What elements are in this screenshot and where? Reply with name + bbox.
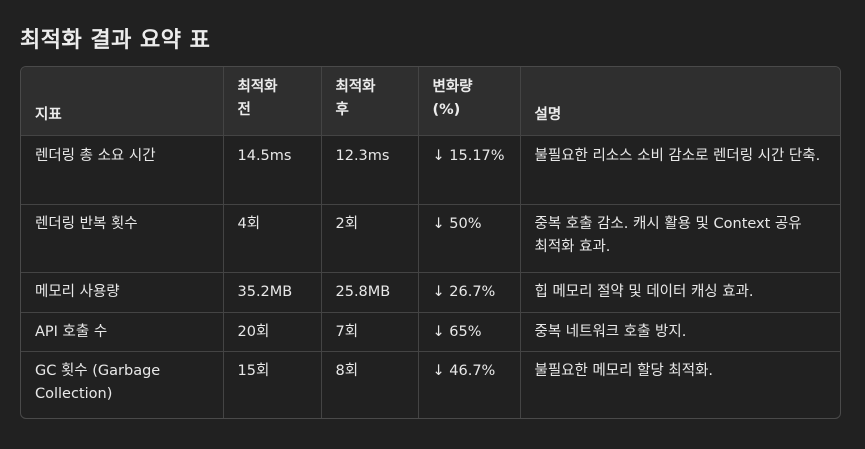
cell-metric: 렌더링 총 소요 시간	[21, 135, 224, 205]
cell-description: 불필요한 메모리 할당 최적화.	[534, 362, 714, 379]
table-row: 렌더링 반복 횟수 4회 2회 ↓ 50% 중복 호출 감소. 캐시 활용 및 …	[21, 204, 840, 273]
cell-change: ↓ 46.7%	[418, 351, 521, 418]
cell-after: 7회	[321, 312, 419, 352]
header-before: 최적화 전	[223, 67, 322, 136]
cell-description: 불필요한 리소스 소비 감소로 렌더링 시간 단축.	[520, 135, 840, 205]
table-row: API 호출 수 20회 7회 ↓ 65% 중복 네트워크 호출 방지.	[21, 312, 840, 352]
cell-after: 25.8MB	[321, 272, 419, 313]
header-description: 설명	[520, 67, 840, 136]
header-change: 변화량 (%)	[418, 67, 521, 136]
table-row: 메모리 사용량 35.2MB 25.8MB ↓ 26.7% 힙 메모리 절약 및…	[21, 272, 840, 313]
cell-description: 중복 호출 감소. 캐시 활용 및 Context 공유 최적화 효과.	[520, 204, 840, 273]
header-metric: 지표	[21, 67, 224, 136]
header-after: 최적화 후	[321, 67, 419, 136]
cell-change: ↓ 15.17%	[418, 135, 521, 205]
cell-change: ↓ 26.7%	[418, 272, 521, 313]
cell-metric: API 호출 수	[21, 312, 224, 352]
summary-table-container: 지표 최적화 전 최적화 후 변화량 (%) 설명 렌더링 총 소요 시간 14.5m…	[20, 66, 841, 419]
cell-before: 4회	[223, 204, 322, 273]
cell-after: 8회	[321, 351, 419, 418]
table-row: 렌더링 총 소요 시간 14.5ms 12.3ms ↓ 15.17% 불필요한 …	[21, 135, 840, 205]
cell-description: 힙 메모리 절약 및 데이터 캐싱 효과.	[520, 272, 840, 313]
table-body: 렌더링 총 소요 시간 14.5ms 12.3ms ↓ 15.17% 불필요한 …	[21, 135, 840, 418]
summary-table: 지표 최적화 전 최적화 후 변화량 (%) 설명 렌더링 총 소요 시간 14.5m…	[21, 67, 840, 418]
header-row: 지표 최적화 전 최적화 후 변화량 (%) 설명	[21, 67, 840, 136]
cell-before: 15회	[223, 351, 322, 418]
cell-after: 12.3ms	[321, 135, 419, 205]
page-title: 최적화 결과 요약 표	[20, 28, 211, 53]
cell-after: 2회	[321, 204, 419, 273]
table-row: GC 횟수 (Garbage Collection) 15회 8회 ↓ 46.7…	[21, 351, 840, 418]
table-header: 지표 최적화 전 최적화 후 변화량 (%) 설명	[21, 67, 840, 136]
cell-change: ↓ 50%	[418, 204, 521, 273]
cell-before: 20회	[223, 312, 322, 352]
cell-before: 35.2MB	[223, 272, 322, 313]
cell-description: 중복 네트워크 호출 방지.	[520, 312, 840, 352]
cell-metric: 메모리 사용량	[21, 272, 224, 313]
cell-metric: GC 횟수 (Garbage Collection)	[21, 351, 224, 418]
cell-metric: 렌더링 반복 횟수	[21, 204, 224, 273]
cell-before: 14.5ms	[223, 135, 322, 205]
cell-change: ↓ 65%	[418, 312, 521, 352]
